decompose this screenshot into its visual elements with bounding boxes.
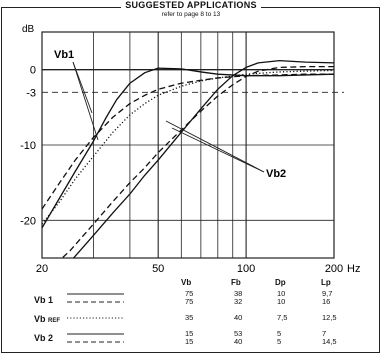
table-header-lp: Lp <box>321 278 331 287</box>
table-cell: 14,5 <box>322 337 337 346</box>
x-tick-label: 50 <box>152 263 164 275</box>
table-cell: 35 <box>185 313 194 322</box>
table-cell: 10 <box>277 297 286 306</box>
table-header-fb: Fb <box>231 278 241 287</box>
y-tick-label: -10 <box>20 140 36 152</box>
y-tick-label: -20 <box>20 215 36 227</box>
table-cell: 15 <box>185 337 194 346</box>
x-tick-label: 100 <box>237 263 255 275</box>
x-unit-label: Hz <box>347 263 360 275</box>
row-label-vbref-sub: REF <box>48 318 61 324</box>
table-cell: 16 <box>322 297 331 306</box>
table-cell: 7 <box>322 329 327 338</box>
table-cell: 9,7 <box>322 289 333 298</box>
table-cell: 5 <box>277 337 282 346</box>
table-cell: 32 <box>234 297 243 306</box>
reference-label: -3 <box>26 87 36 99</box>
table-cell: 7,5 <box>277 313 288 322</box>
x-tick-label: 200 <box>325 263 343 275</box>
row-label-vbref-main: Vb <box>34 314 46 324</box>
table-cell: 40 <box>234 337 243 346</box>
table-header-dp: Dp <box>275 278 286 287</box>
row-label-vb1: Vb 1 <box>34 295 54 305</box>
table-cell: 40 <box>234 313 243 322</box>
annotation-vb2: Vb2 <box>266 168 286 180</box>
row-label-vbref: Vb REF <box>34 315 60 326</box>
table-cell: 10 <box>277 289 286 298</box>
chart-subtitle: refer to page 8 to 13 <box>161 11 221 18</box>
table-cell: 15 <box>185 329 194 338</box>
table-cell: 12,5 <box>322 313 337 322</box>
annotation-vb1: Vb1 <box>54 49 74 61</box>
series-line-4 <box>61 66 334 258</box>
row-label-vb2: Vb 2 <box>34 333 54 343</box>
annotation-vb1-leader-2 <box>72 61 99 141</box>
annotation-vb2-leader-1 <box>165 120 265 173</box>
series-line-2 <box>42 69 334 225</box>
chart-title-text: SUGGESTED APPLICATIONS <box>121 0 261 10</box>
y-unit-label: dB <box>22 24 35 35</box>
x-tick-label: 20 <box>36 263 48 275</box>
table-cell: 75 <box>185 297 194 306</box>
y-tick-label: 0 <box>30 65 36 77</box>
table-header-vb: Vb <box>181 278 192 287</box>
annotation-vb2-leader-2 <box>171 127 265 173</box>
series-line-1 <box>42 73 334 210</box>
table-cell: 5 <box>277 329 282 338</box>
series-line-3 <box>72 59 334 258</box>
chart-title: SUGGESTED APPLICATIONS <box>0 0 382 10</box>
table-cell: 53 <box>234 329 243 338</box>
plot-border <box>41 31 335 259</box>
table-cell: 75 <box>185 289 194 298</box>
table-cell: 38 <box>234 289 243 298</box>
